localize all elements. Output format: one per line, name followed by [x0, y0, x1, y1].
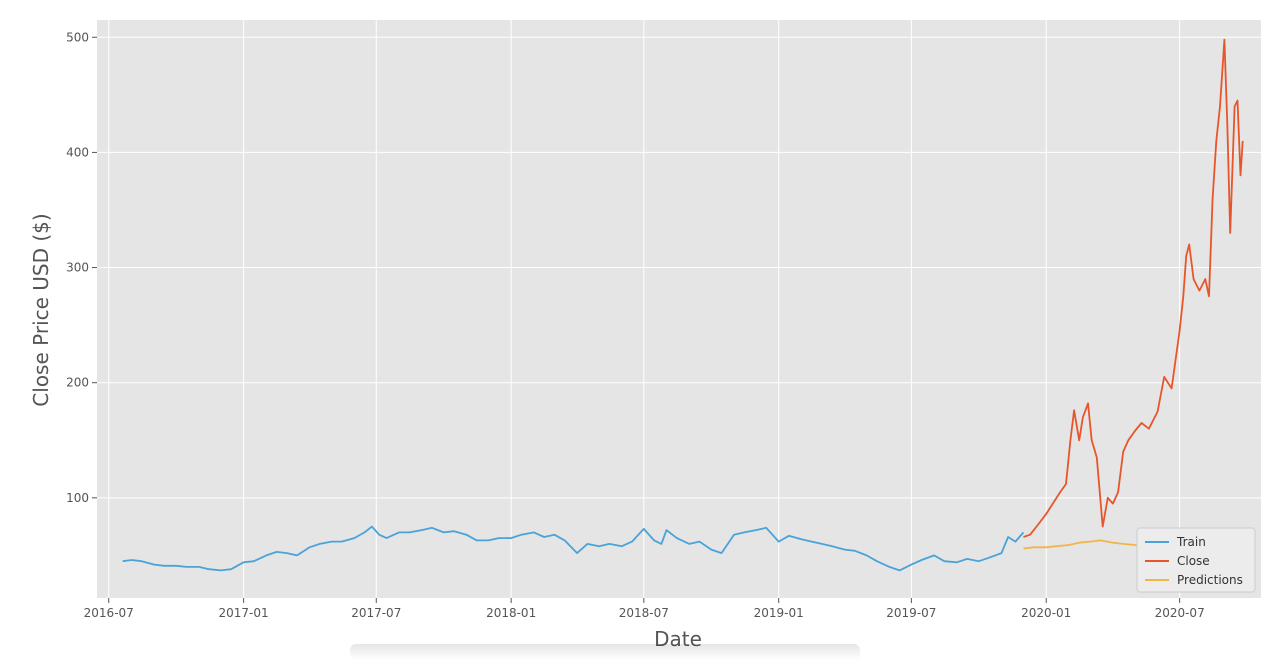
x-tick-label: 2020-01 — [1021, 606, 1071, 620]
y-axis-ticks: 100 200 300 400 500 — [66, 30, 97, 505]
y-tick-label: 500 — [66, 30, 89, 44]
x-axis-title: Date — [654, 627, 702, 651]
x-tick-label: 2018-01 — [486, 606, 536, 620]
x-tick-label: 2020-07 — [1155, 606, 1205, 620]
plot-background — [97, 20, 1261, 598]
x-tick-label: 2017-07 — [351, 606, 401, 620]
x-tick-label: 2019-01 — [754, 606, 804, 620]
x-tick-label: 2019-07 — [886, 606, 936, 620]
x-tick-label: 2016-07 — [84, 606, 134, 620]
legend: Train Close Predictions — [1136, 527, 1256, 593]
y-tick-label: 300 — [66, 261, 89, 275]
y-tick-label: 100 — [66, 491, 89, 505]
series-line-train — [122, 525, 1025, 572]
y-tick-label: 200 — [66, 376, 89, 390]
legend-box — [1136, 527, 1256, 593]
legend-label-train: Train — [1176, 535, 1206, 549]
y-tick-label: 400 — [66, 145, 89, 159]
y-axis-title: Close Price USD ($) — [29, 213, 53, 406]
legend-label-close: Close — [1177, 554, 1210, 568]
x-tick-label: 2017-01 — [219, 606, 269, 620]
x-axis-ticks: 2016-07 2017-01 2017-07 2018-01 2018-07 2019-… — [84, 598, 1205, 620]
legend-label-predictions: Predictions — [1177, 573, 1243, 587]
bottom-shadow — [350, 644, 860, 660]
plot-area — [97, 20, 1261, 598]
series-line-close — [1023, 38, 1244, 538]
x-tick-label: 2018-07 — [619, 606, 669, 620]
grid-lines — [97, 20, 1261, 598]
